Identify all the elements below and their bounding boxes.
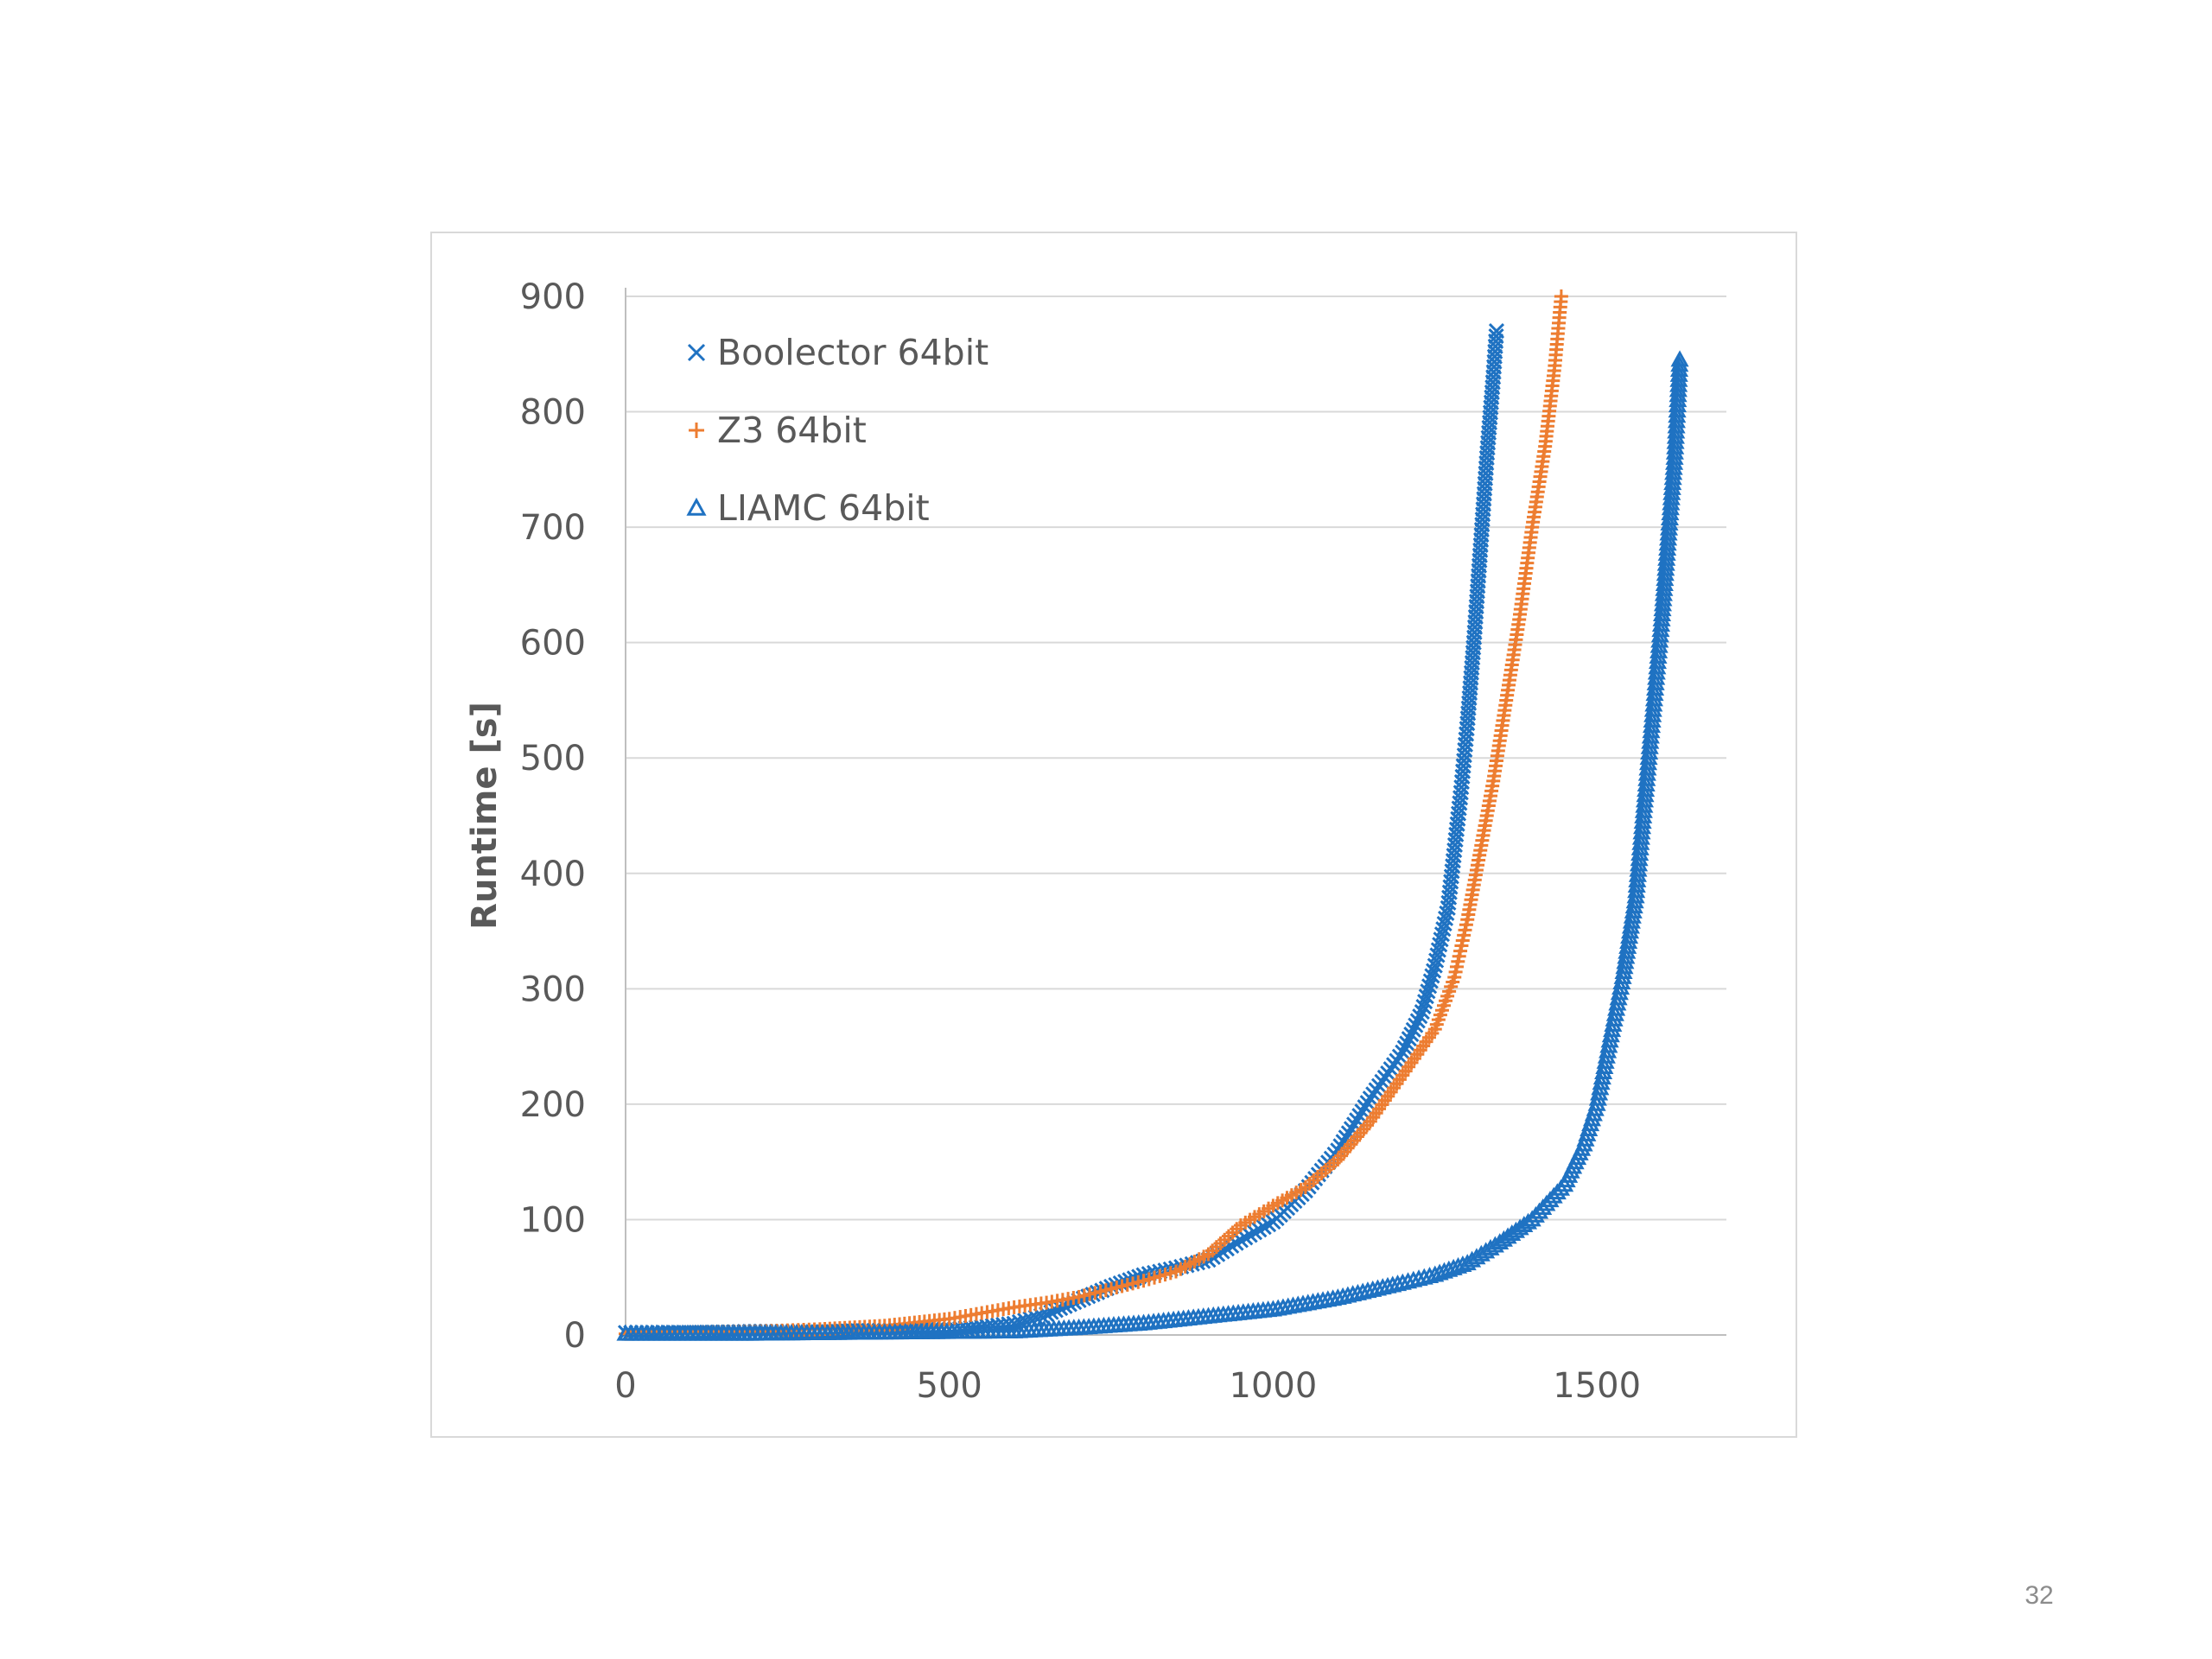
data-point (1246, 1224, 1263, 1241)
data-point (1251, 1222, 1268, 1238)
chart-frame: 0 100 200 300 400 500 600 700 800 900 0 500 1000 150… (430, 232, 1797, 1438)
data-point (1488, 327, 1504, 345)
data-point (1418, 988, 1434, 1005)
legend-label: Boolector 64bit (717, 332, 988, 373)
x-tick-label: 500 (917, 1366, 982, 1406)
series-triangle (616, 350, 1689, 1341)
runtime-scatter-chart: 0 100 200 300 400 500 600 700 800 900 0 500 1000 150… (465, 277, 1726, 1406)
legend-marker-+ (689, 423, 704, 438)
legend-marker-triangle (686, 497, 707, 516)
data-point (1422, 973, 1439, 989)
data-point (1033, 1307, 1049, 1324)
legend: Boolector 64bit Z3 64bit LIAMC 64bit (686, 332, 988, 529)
data-point (1260, 1217, 1277, 1233)
y-tick-label: 700 (520, 508, 586, 548)
data-point (1424, 968, 1440, 984)
data-point (1398, 1272, 1418, 1289)
legend-item: LIAMC 64bit (686, 487, 930, 529)
data-point (1417, 994, 1433, 1010)
data-point (1237, 1230, 1254, 1246)
data-point (1395, 1044, 1411, 1060)
y-tick-label: 300 (520, 969, 586, 1009)
x-tick-labels: 0 500 1000 1500 (614, 1366, 1641, 1406)
data-point (1409, 1269, 1428, 1287)
y-tick-label: 400 (520, 855, 586, 894)
data-point (1670, 350, 1689, 367)
legend-item: Boolector 64bit (687, 332, 988, 373)
x-tick-label: 1000 (1230, 1366, 1318, 1406)
data-point (1401, 1031, 1417, 1047)
data-point (1242, 1227, 1258, 1243)
legend-label: LIAMC 64bit (717, 487, 930, 529)
x-tick-label: 0 (614, 1366, 636, 1406)
data-point (1027, 1309, 1044, 1325)
data-point (1414, 1268, 1433, 1285)
data-point (1409, 1013, 1426, 1029)
data-point (1415, 999, 1432, 1015)
data-point (1420, 983, 1436, 1000)
legend-item: Z3 64bit (689, 410, 867, 451)
y-tick-label: 200 (520, 1085, 586, 1125)
y-tick-labels: 0 100 200 300 400 500 600 700 800 900 (520, 277, 586, 1356)
legend-label: Z3 64bit (717, 410, 867, 451)
y-tick-label: 800 (520, 393, 586, 433)
y-tick-label: 100 (520, 1200, 586, 1240)
data-point (1405, 1021, 1421, 1038)
data-point (1414, 1003, 1430, 1020)
y-tick-label: 500 (520, 739, 586, 779)
data-point (1404, 1270, 1423, 1287)
series-x (617, 323, 1505, 1341)
y-tick-label: 900 (520, 277, 586, 317)
x-tick-label: 1500 (1553, 1366, 1641, 1406)
data-point (1421, 978, 1438, 995)
data-series (616, 289, 1689, 1341)
y-tick-label: 600 (520, 624, 586, 664)
data-point (1408, 1017, 1424, 1033)
y-tick-label: 0 (564, 1316, 586, 1356)
data-point (1488, 323, 1505, 340)
gridlines (626, 296, 1726, 1221)
data-point (1393, 1273, 1412, 1290)
data-point (1412, 1008, 1428, 1025)
legend-marker-x (687, 343, 706, 362)
data-point (1403, 1026, 1420, 1043)
data-point (1052, 1300, 1069, 1317)
y-axis-title: Runtime [s] (465, 702, 505, 930)
data-point (1399, 1035, 1415, 1052)
data-point (1255, 1219, 1272, 1236)
slide-page-number: 32 (2024, 1581, 2054, 1610)
data-point (1554, 289, 1568, 303)
data-point (1396, 1039, 1413, 1056)
